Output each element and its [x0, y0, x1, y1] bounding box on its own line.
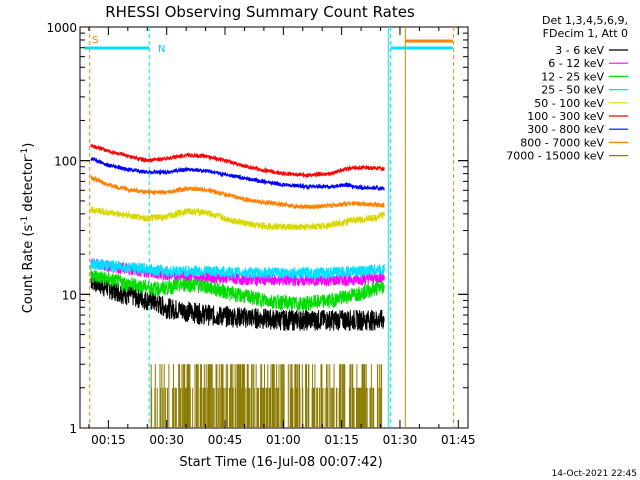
axes-layer — [80, 26, 468, 429]
legend-entry-label-0: 3 - 6 keV — [555, 44, 604, 57]
chart-title: RHESSI Observing Summary Count Rates — [105, 3, 415, 21]
flags-layer — [84, 27, 455, 428]
series-6 — [90, 156, 385, 192]
legend-entry-label-4: 50 - 100 keV — [534, 97, 604, 110]
series-layer — [90, 143, 385, 428]
night-label: N — [158, 44, 165, 55]
timestamp: 14-Oct-2021 22:45 — [552, 469, 637, 479]
legend: Det 1,3,4,5,6,9, FDecim 1, Att 0 3 - 6 k… — [506, 14, 628, 163]
x-tick-label-6: 01:45 — [441, 433, 476, 447]
x-axis-label: Start Time (16-Jul-08 00:07:42) — [179, 455, 382, 470]
legend-entry-label-7: 800 - 7000 keV — [520, 136, 604, 149]
legend-header-line-1: Det 1,3,4,5,6,9, — [542, 14, 628, 27]
x-tick-label-0: 00:15 — [91, 433, 126, 447]
y-tick-label-0: 1 — [69, 422, 77, 436]
saa-label: S — [92, 35, 98, 46]
series-2 — [90, 268, 385, 312]
y-tick-label-3: 1000 — [46, 21, 77, 35]
series-line-2 — [90, 268, 385, 312]
series-line-1 — [90, 258, 385, 287]
series-0 — [90, 271, 385, 331]
legend-header-line-2: FDecim 1, Att 0 — [543, 27, 628, 40]
y-tick-label-2: 100 — [54, 155, 77, 169]
series-line-3 — [90, 258, 385, 281]
x-tick-label-2: 00:45 — [208, 433, 243, 447]
series-3 — [90, 258, 385, 281]
series-line-5 — [90, 143, 385, 179]
y-axis-label-sup2: -1 — [20, 148, 30, 157]
x-tick-label-4: 01:15 — [324, 433, 359, 447]
legend-entry-label-8: 7000 - 15000 keV — [506, 150, 604, 163]
series-8 — [150, 364, 383, 428]
x-tick-label-3: 01:00 — [266, 433, 301, 447]
series-1 — [90, 258, 385, 287]
x-tick-label-1: 00:30 — [149, 433, 184, 447]
series-7 — [90, 175, 385, 210]
y-tick-label-1: 10 — [62, 288, 77, 302]
y-axis-label-main: Count Rate (s — [21, 225, 36, 314]
legend-entry-label-3: 25 - 50 keV — [541, 84, 604, 97]
y-axis-label-end: ) — [21, 143, 36, 148]
series-5 — [90, 143, 385, 179]
series-line-4 — [90, 206, 385, 232]
series-4 — [90, 206, 385, 232]
legend-entry-label-6: 300 - 800 keV — [527, 123, 604, 136]
legend-entry-label-1: 6 - 12 keV — [548, 57, 604, 70]
x-tick-label-5: 01:30 — [383, 433, 418, 447]
series-line-7 — [90, 175, 385, 210]
series-line-0 — [90, 271, 385, 331]
y-axis-label-mid: detector — [21, 156, 36, 216]
y-axis-label: Count Rate (s-1 detector-1) — [20, 143, 36, 314]
series-line-6 — [90, 156, 385, 192]
legend-entry-label-2: 12 - 25 keV — [541, 70, 604, 83]
legend-entry-label-5: 100 - 300 keV — [527, 110, 604, 123]
ticks-layer: 00:15 00:30 00:45 01:00 01:15 01:30 01:45 1 10 10… — [46, 21, 475, 447]
y-axis-label-sup1: -1 — [20, 216, 30, 225]
